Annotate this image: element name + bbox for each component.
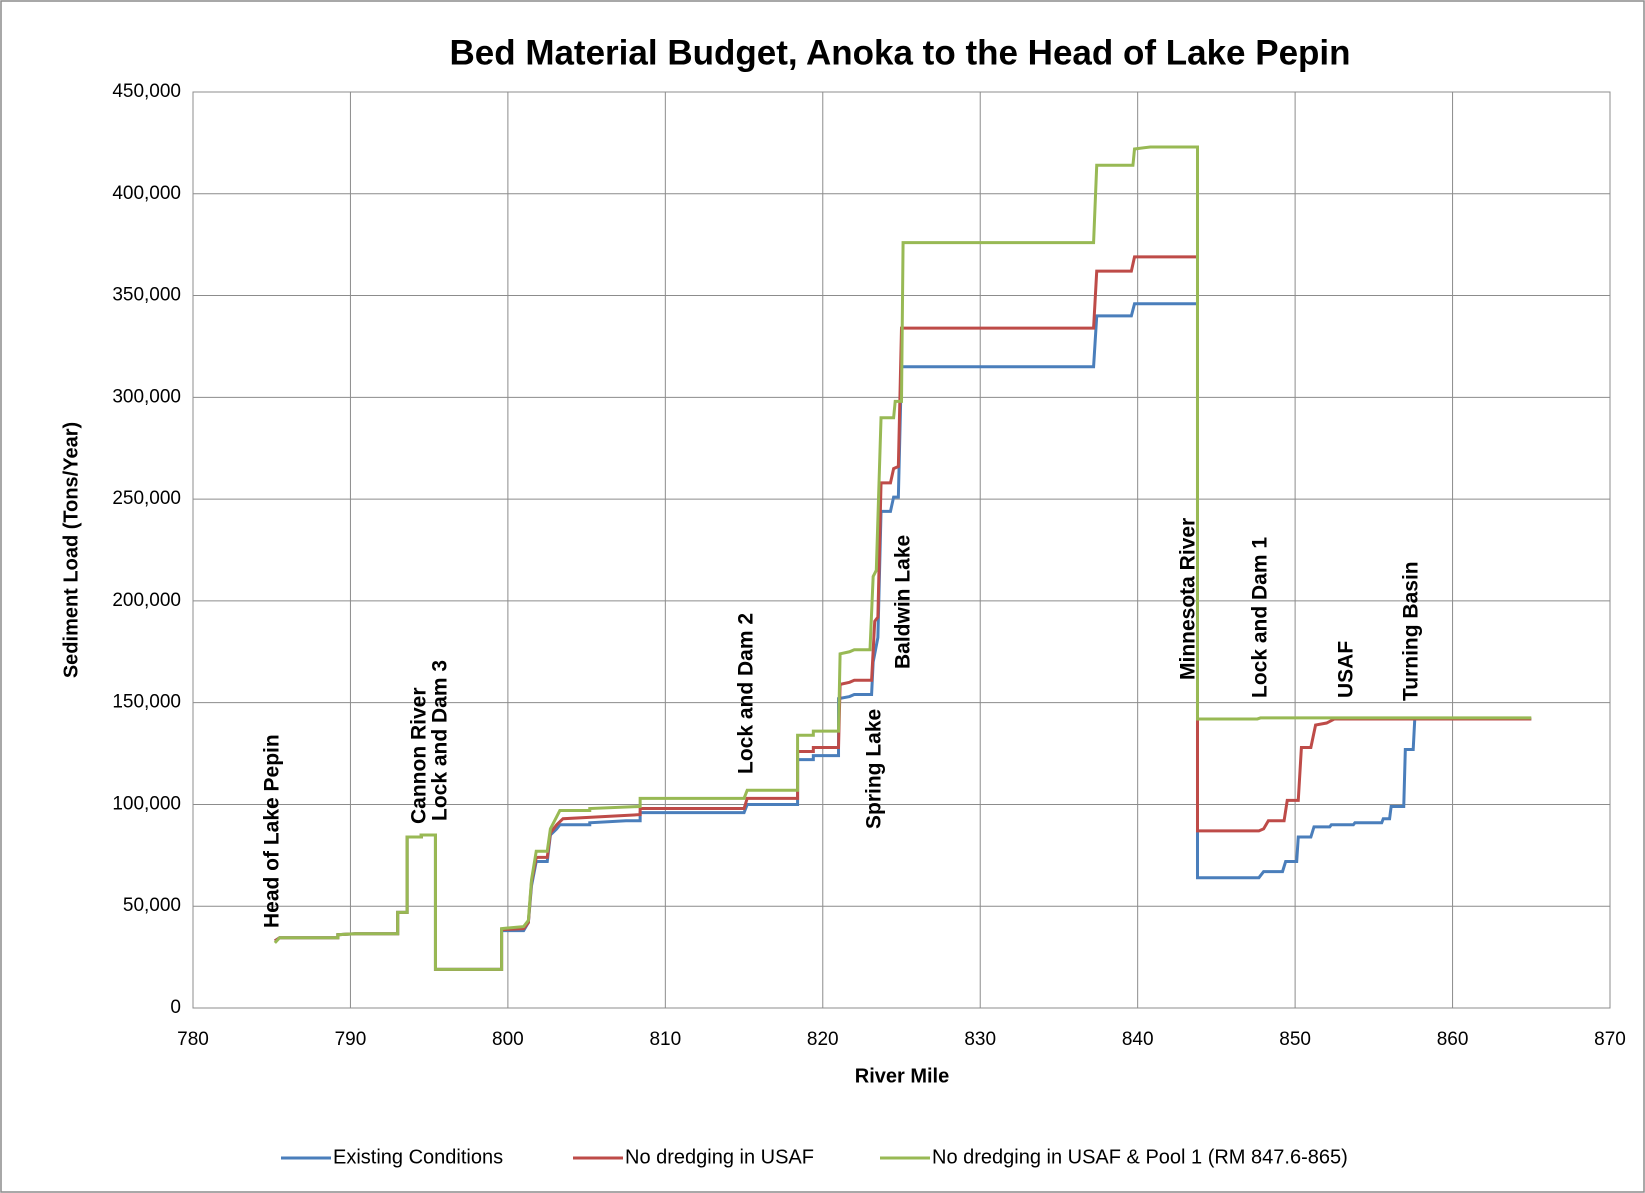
- y-tick-label: 200,000: [112, 590, 181, 611]
- y-tick-label: 0: [170, 997, 181, 1018]
- x-axis-title: River Mile: [855, 1065, 949, 1087]
- x-tick-label: 840: [1122, 1029, 1154, 1050]
- x-tick-label: 810: [649, 1029, 681, 1050]
- annotation: Spring Lake: [863, 709, 886, 829]
- y-tick-label: 100,000: [112, 793, 181, 814]
- annotation: Lock and Dam 2: [735, 613, 758, 774]
- x-tick-label: 870: [1594, 1029, 1626, 1050]
- x-tick-label: 830: [964, 1029, 996, 1050]
- y-tick-label: 350,000: [112, 285, 181, 306]
- annotation: Lock and Dam 3: [429, 660, 452, 821]
- annotation: Baldwin Lake: [892, 535, 915, 669]
- series-line: [273, 145, 1532, 971]
- x-tick-label: 800: [492, 1029, 524, 1050]
- y-tick-label: 400,000: [112, 183, 181, 204]
- y-tick-label: 250,000: [112, 488, 181, 509]
- annotation: Head of Lake Pepin: [261, 734, 284, 928]
- chart-title: Bed Material Budget, Anoka to the Head o…: [449, 33, 1350, 72]
- plot-frame: [192, 91, 1611, 1009]
- legend-label: No dredging in USAF & Pool 1 (RM 847.6-8…: [932, 1146, 1348, 1168]
- y-tick-label: 450,000: [112, 81, 181, 102]
- x-tick-label: 850: [1279, 1029, 1311, 1050]
- annotation: Cannon River: [408, 687, 431, 824]
- y-axis-title: Sediment Load (Tons/Year): [60, 422, 82, 678]
- x-tick-label: 780: [177, 1029, 209, 1050]
- annotation: Lock and Dam 1: [1249, 537, 1272, 698]
- y-tick-label: 150,000: [112, 692, 181, 713]
- annotation: Minnesota River: [1177, 518, 1200, 680]
- legend-label: No dredging in USAF: [625, 1146, 814, 1168]
- legend-label: Existing Conditions: [333, 1146, 503, 1168]
- x-tick-label: 820: [807, 1029, 839, 1050]
- annotation: USAF: [1335, 641, 1358, 698]
- x-tick-label: 860: [1437, 1029, 1469, 1050]
- y-tick-label: 300,000: [112, 386, 181, 407]
- annotation: Turning Basin: [1400, 561, 1423, 701]
- y-tick-label: 50,000: [123, 895, 181, 916]
- x-tick-label: 790: [335, 1029, 367, 1050]
